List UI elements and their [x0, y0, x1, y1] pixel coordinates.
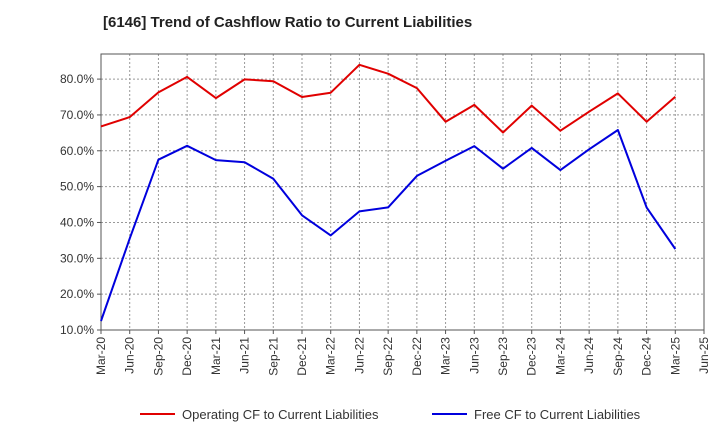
- series-2-point: [416, 175, 418, 177]
- x-tick-label: Sep-21: [266, 337, 280, 376]
- series-2-point: [387, 206, 389, 208]
- series-1-point: [531, 105, 533, 107]
- x-tick-label: Dec-22: [410, 337, 424, 376]
- legend-label-2: Free CF to Current Liabilities: [474, 407, 641, 422]
- series-2-point: [301, 214, 303, 216]
- x-tick-label: Jun-23: [467, 337, 481, 374]
- x-tick-label: Dec-24: [640, 337, 654, 376]
- series-2-point: [358, 210, 360, 212]
- x-tick-label: Sep-23: [496, 337, 510, 376]
- series-1-point: [272, 80, 274, 82]
- series-1-point: [674, 96, 676, 98]
- series-2-point: [588, 148, 590, 150]
- gridlines: [101, 54, 704, 330]
- x-tick-label: Dec-20: [180, 337, 194, 376]
- x-tick-label: Jun-24: [582, 337, 596, 374]
- x-tick-label: Sep-24: [611, 337, 625, 376]
- series-line-1: [100, 63, 676, 134]
- series-1-point: [387, 73, 389, 75]
- x-tick-label: Mar-24: [553, 337, 567, 375]
- y-tick-label: 50.0%: [60, 180, 94, 194]
- x-tick-label: Mar-25: [668, 337, 682, 375]
- series-1-point: [559, 130, 561, 132]
- series-1-point: [129, 116, 131, 118]
- series-1-point: [330, 92, 332, 94]
- series-2-point: [502, 168, 504, 170]
- series-1-point: [416, 87, 418, 89]
- y-axis-ticks: 10.0% 20.0% 30.0% 40.0% 50.0% 60.0% 70.0% 80.0%: [60, 72, 101, 337]
- series-2-point: [617, 129, 619, 131]
- series-1-point: [588, 111, 590, 113]
- series-2-point: [559, 169, 561, 171]
- legend: Operating CF to Current Liabilities Free …: [140, 407, 641, 422]
- y-tick-label: 80.0%: [60, 72, 94, 86]
- series-1-point: [244, 78, 246, 80]
- series-1-point: [646, 121, 648, 123]
- series-1-point: [445, 121, 447, 123]
- x-tick-label: Mar-20: [94, 337, 108, 375]
- series-1-point: [157, 91, 159, 93]
- series-2-point: [215, 159, 217, 161]
- x-tick-label: Mar-21: [209, 337, 223, 375]
- chart-title: [6146] Trend of Cashflow Ratio to Curren…: [103, 14, 473, 31]
- x-tick-label: Jun-25: [697, 337, 711, 374]
- y-tick-label: 60.0%: [60, 144, 94, 158]
- series-1-point: [186, 76, 188, 78]
- legend-label-1: Operating CF to Current Liabilities: [182, 407, 379, 422]
- y-tick-label: 20.0%: [60, 287, 94, 301]
- y-tick-label: 30.0%: [60, 251, 94, 265]
- series-2-point: [674, 248, 676, 250]
- series-lines: [100, 63, 677, 322]
- series-2-point: [646, 206, 648, 208]
- series-1-point: [215, 97, 217, 99]
- y-tick-label: 40.0%: [60, 215, 94, 229]
- series-1-point: [502, 131, 504, 133]
- series-2-point: [531, 147, 533, 149]
- x-tick-label: Dec-21: [295, 337, 309, 376]
- series-1-point: [473, 104, 475, 106]
- series-line-2: [100, 129, 677, 322]
- series-2-point: [157, 159, 159, 161]
- x-tick-label: Jun-22: [352, 337, 366, 374]
- series-2-point: [100, 320, 102, 322]
- x-tick-label: Mar-23: [439, 337, 453, 375]
- series-2-point: [129, 238, 131, 240]
- x-axis-ticks: Mar-20 Jun-20 Sep-20 Dec-20 Mar-21 Jun-21 Sep-…: [94, 330, 711, 376]
- series-2-point: [445, 160, 447, 162]
- series-2-point: [186, 145, 188, 147]
- series-1-point: [358, 64, 360, 66]
- series-2-point: [272, 178, 274, 180]
- y-tick-label: 70.0%: [60, 108, 94, 122]
- x-tick-label: Jun-21: [238, 337, 252, 374]
- x-tick-label: Sep-20: [151, 337, 165, 376]
- series-1-point: [301, 96, 303, 98]
- series-1-point: [100, 125, 102, 127]
- x-tick-label: Jun-20: [123, 337, 137, 374]
- x-tick-label: Mar-22: [324, 337, 338, 375]
- x-tick-label: Dec-23: [525, 337, 539, 376]
- x-tick-label: Sep-22: [381, 337, 395, 376]
- plot-frame: [100, 53, 705, 331]
- y-tick-label: 10.0%: [60, 323, 94, 337]
- series-1-point: [617, 92, 619, 94]
- series-2-point: [473, 145, 475, 147]
- series-2-point: [244, 161, 246, 163]
- series-2-point: [330, 234, 332, 236]
